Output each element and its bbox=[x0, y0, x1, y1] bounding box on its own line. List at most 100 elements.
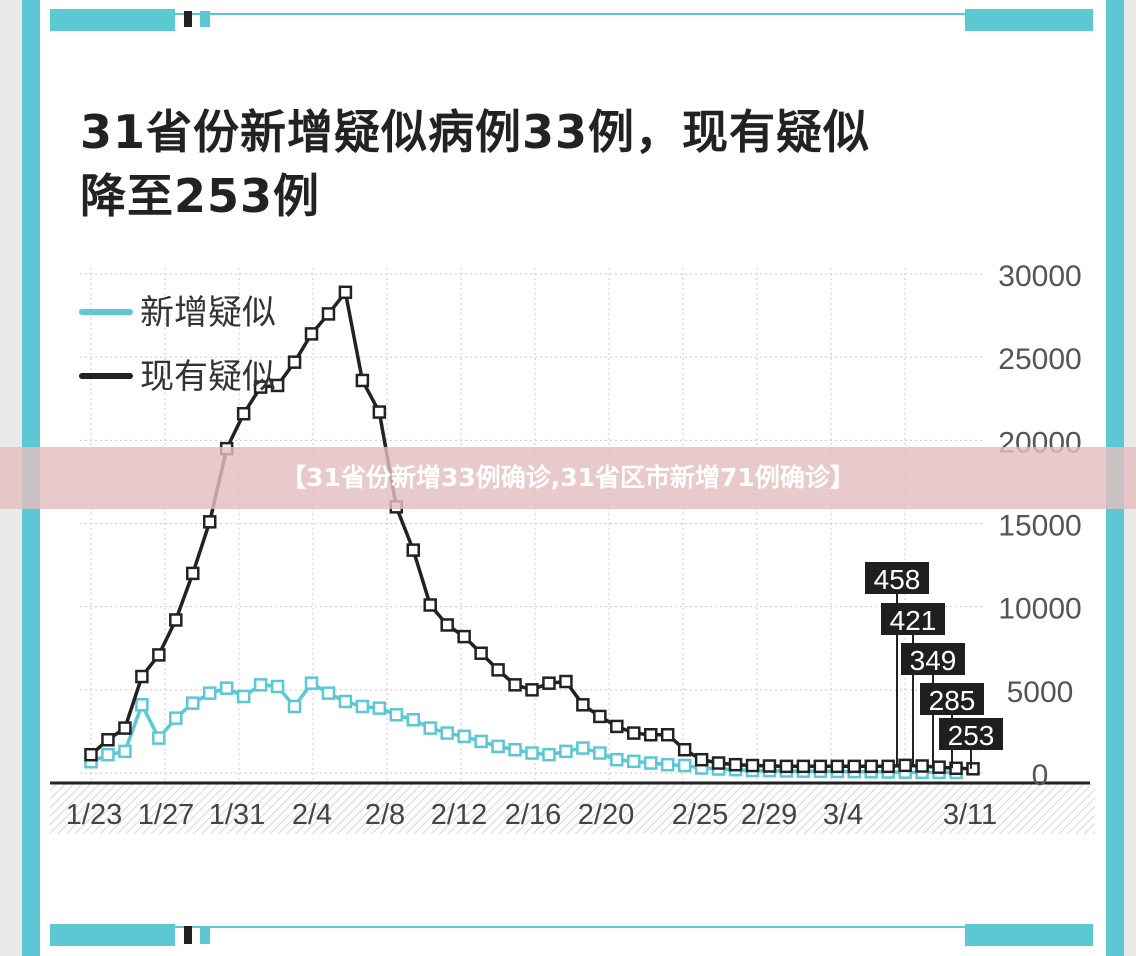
series-0-point-25 bbox=[508, 742, 522, 757]
series-1-point-35 bbox=[677, 742, 692, 757]
series-1-point-24 bbox=[491, 663, 505, 677]
annotation-label-0: 458 bbox=[874, 564, 921, 595]
series-1-point-44 bbox=[830, 759, 845, 774]
series-0-point-8 bbox=[219, 681, 234, 695]
series-1-point-40 bbox=[762, 759, 777, 773]
series-1-point-14 bbox=[321, 307, 336, 321]
series-1-point-19 bbox=[406, 543, 421, 557]
series-1-point-10 bbox=[253, 380, 268, 394]
series-0-point-2 bbox=[118, 744, 132, 759]
series-0-point-12 bbox=[287, 699, 302, 714]
series-1-point-25 bbox=[508, 678, 522, 692]
chart-title-line2: 降至253例 bbox=[80, 169, 321, 223]
series-1-point-7 bbox=[202, 515, 217, 529]
series-1-point-2 bbox=[118, 721, 132, 735]
x-tick-label-9: 2/29 bbox=[741, 799, 797, 831]
series-1-point-39 bbox=[745, 758, 760, 773]
annotation-box-2 bbox=[901, 643, 965, 675]
annotation-label-2: 349 bbox=[910, 645, 957, 676]
x-tick-label-2: 1/31 bbox=[209, 799, 265, 831]
series-1-point-41 bbox=[779, 759, 794, 774]
series-0-point-4 bbox=[152, 731, 166, 745]
annotation-box-4 bbox=[939, 718, 1003, 750]
x-tick-label-0: 1/23 bbox=[66, 799, 122, 831]
series-1-point-45 bbox=[847, 759, 862, 774]
series-1-point-30 bbox=[593, 709, 607, 724]
series-1-point-36 bbox=[694, 752, 709, 767]
series-1-point-49 bbox=[915, 759, 929, 773]
bottom-deco-dot-1 bbox=[184, 926, 192, 944]
top-deco-bar-left bbox=[50, 9, 175, 31]
series-1-point-51 bbox=[949, 761, 963, 776]
x-tick-label-3: 2/4 bbox=[292, 799, 332, 831]
series-1-point-37 bbox=[711, 756, 726, 770]
annotation-label-4: 253 bbox=[948, 720, 995, 751]
series-1-point-28 bbox=[559, 674, 573, 689]
series-1-point-42 bbox=[796, 759, 811, 774]
series-1-point-48 bbox=[898, 758, 912, 773]
series-0-point-13 bbox=[304, 676, 319, 690]
top-deco-dot-2 bbox=[200, 11, 210, 27]
overlay-banner bbox=[0, 447, 1136, 509]
series-0-point-23 bbox=[474, 734, 488, 749]
series-1-point-16 bbox=[355, 373, 370, 388]
series-0-point-33 bbox=[643, 756, 658, 770]
series-0-point-11 bbox=[270, 679, 285, 694]
y-tick-label-0: 30000 bbox=[998, 260, 1081, 293]
series-1-point-13 bbox=[304, 327, 319, 341]
series-1-point-47 bbox=[881, 759, 895, 774]
y-tick-label-5: 5000 bbox=[1007, 676, 1074, 709]
series-0-point-22 bbox=[457, 729, 471, 744]
y-tick-label-6: 0 bbox=[1032, 759, 1049, 792]
series-0-point-15 bbox=[338, 694, 353, 709]
series-1-point-22 bbox=[457, 629, 471, 644]
chart-title-line1: 31省份新增疑似病例33例，现有疑似 bbox=[80, 105, 871, 159]
chart-title: 31省份新增疑似病例33例，现有疑似 降至253例 bbox=[80, 100, 1040, 228]
series-0-point-16 bbox=[355, 699, 370, 714]
series-1-point-12 bbox=[287, 355, 302, 369]
series-1-point-6 bbox=[186, 566, 200, 581]
x-tick-label-1: 1/27 bbox=[138, 799, 194, 831]
annotation-box-1 bbox=[881, 603, 945, 635]
series-0-point-1 bbox=[101, 747, 115, 762]
series-1-point-33 bbox=[643, 727, 658, 742]
series-1-point-15 bbox=[338, 285, 353, 300]
series-1-point-20 bbox=[423, 598, 437, 612]
series-line-0 bbox=[90, 681, 957, 775]
series-1-point-11 bbox=[270, 378, 285, 393]
series-layer bbox=[84, 285, 980, 780]
overlay-banner-text: 【31省份新增33例确诊,31省区市新增71例确诊】 bbox=[281, 463, 855, 492]
series-0-point-17 bbox=[372, 701, 387, 715]
series-1-point-26 bbox=[525, 683, 539, 697]
x-tick-layer: 1/23 1/27 1/31 2/4 2/8 2/12 2/16 2/20 2/25 2/29 3/… bbox=[66, 799, 997, 831]
legend-label-1: 现有疑似 bbox=[140, 358, 276, 396]
series-0-point-24 bbox=[491, 739, 505, 754]
bottom-deco-bar-right bbox=[965, 924, 1093, 946]
series-0-point-20 bbox=[423, 721, 437, 735]
series-0-point-18 bbox=[389, 708, 404, 722]
x-tick-label-8: 2/25 bbox=[672, 799, 728, 831]
series-1-point-50 bbox=[932, 760, 946, 774]
series-1-point-23 bbox=[474, 646, 488, 660]
series-0-point-9 bbox=[236, 689, 251, 704]
series-1-point-5 bbox=[169, 613, 183, 627]
annotation-box-3 bbox=[920, 683, 984, 715]
series-0-point-6 bbox=[186, 696, 200, 710]
series-0-point-27 bbox=[542, 747, 556, 762]
legend: 新增疑似 现有疑似 bbox=[79, 294, 276, 396]
series-1-point-21 bbox=[440, 618, 454, 632]
top-deco-dot-1 bbox=[184, 11, 192, 27]
legend-label-0: 新增疑似 bbox=[140, 294, 276, 332]
series-1-point-43 bbox=[813, 759, 828, 774]
series-0-point-21 bbox=[440, 726, 454, 740]
series-0-point-5 bbox=[169, 711, 183, 725]
y-tick-label-3: 15000 bbox=[998, 510, 1081, 543]
series-0-point-7 bbox=[202, 686, 217, 700]
bottom-deco-bar-left bbox=[50, 924, 175, 946]
y-tick-label-1: 25000 bbox=[998, 343, 1081, 376]
series-1-point-31 bbox=[610, 719, 624, 734]
series-0-point-14 bbox=[321, 686, 336, 700]
series-0-point-26 bbox=[525, 746, 539, 760]
series-0-point-34 bbox=[660, 757, 675, 772]
